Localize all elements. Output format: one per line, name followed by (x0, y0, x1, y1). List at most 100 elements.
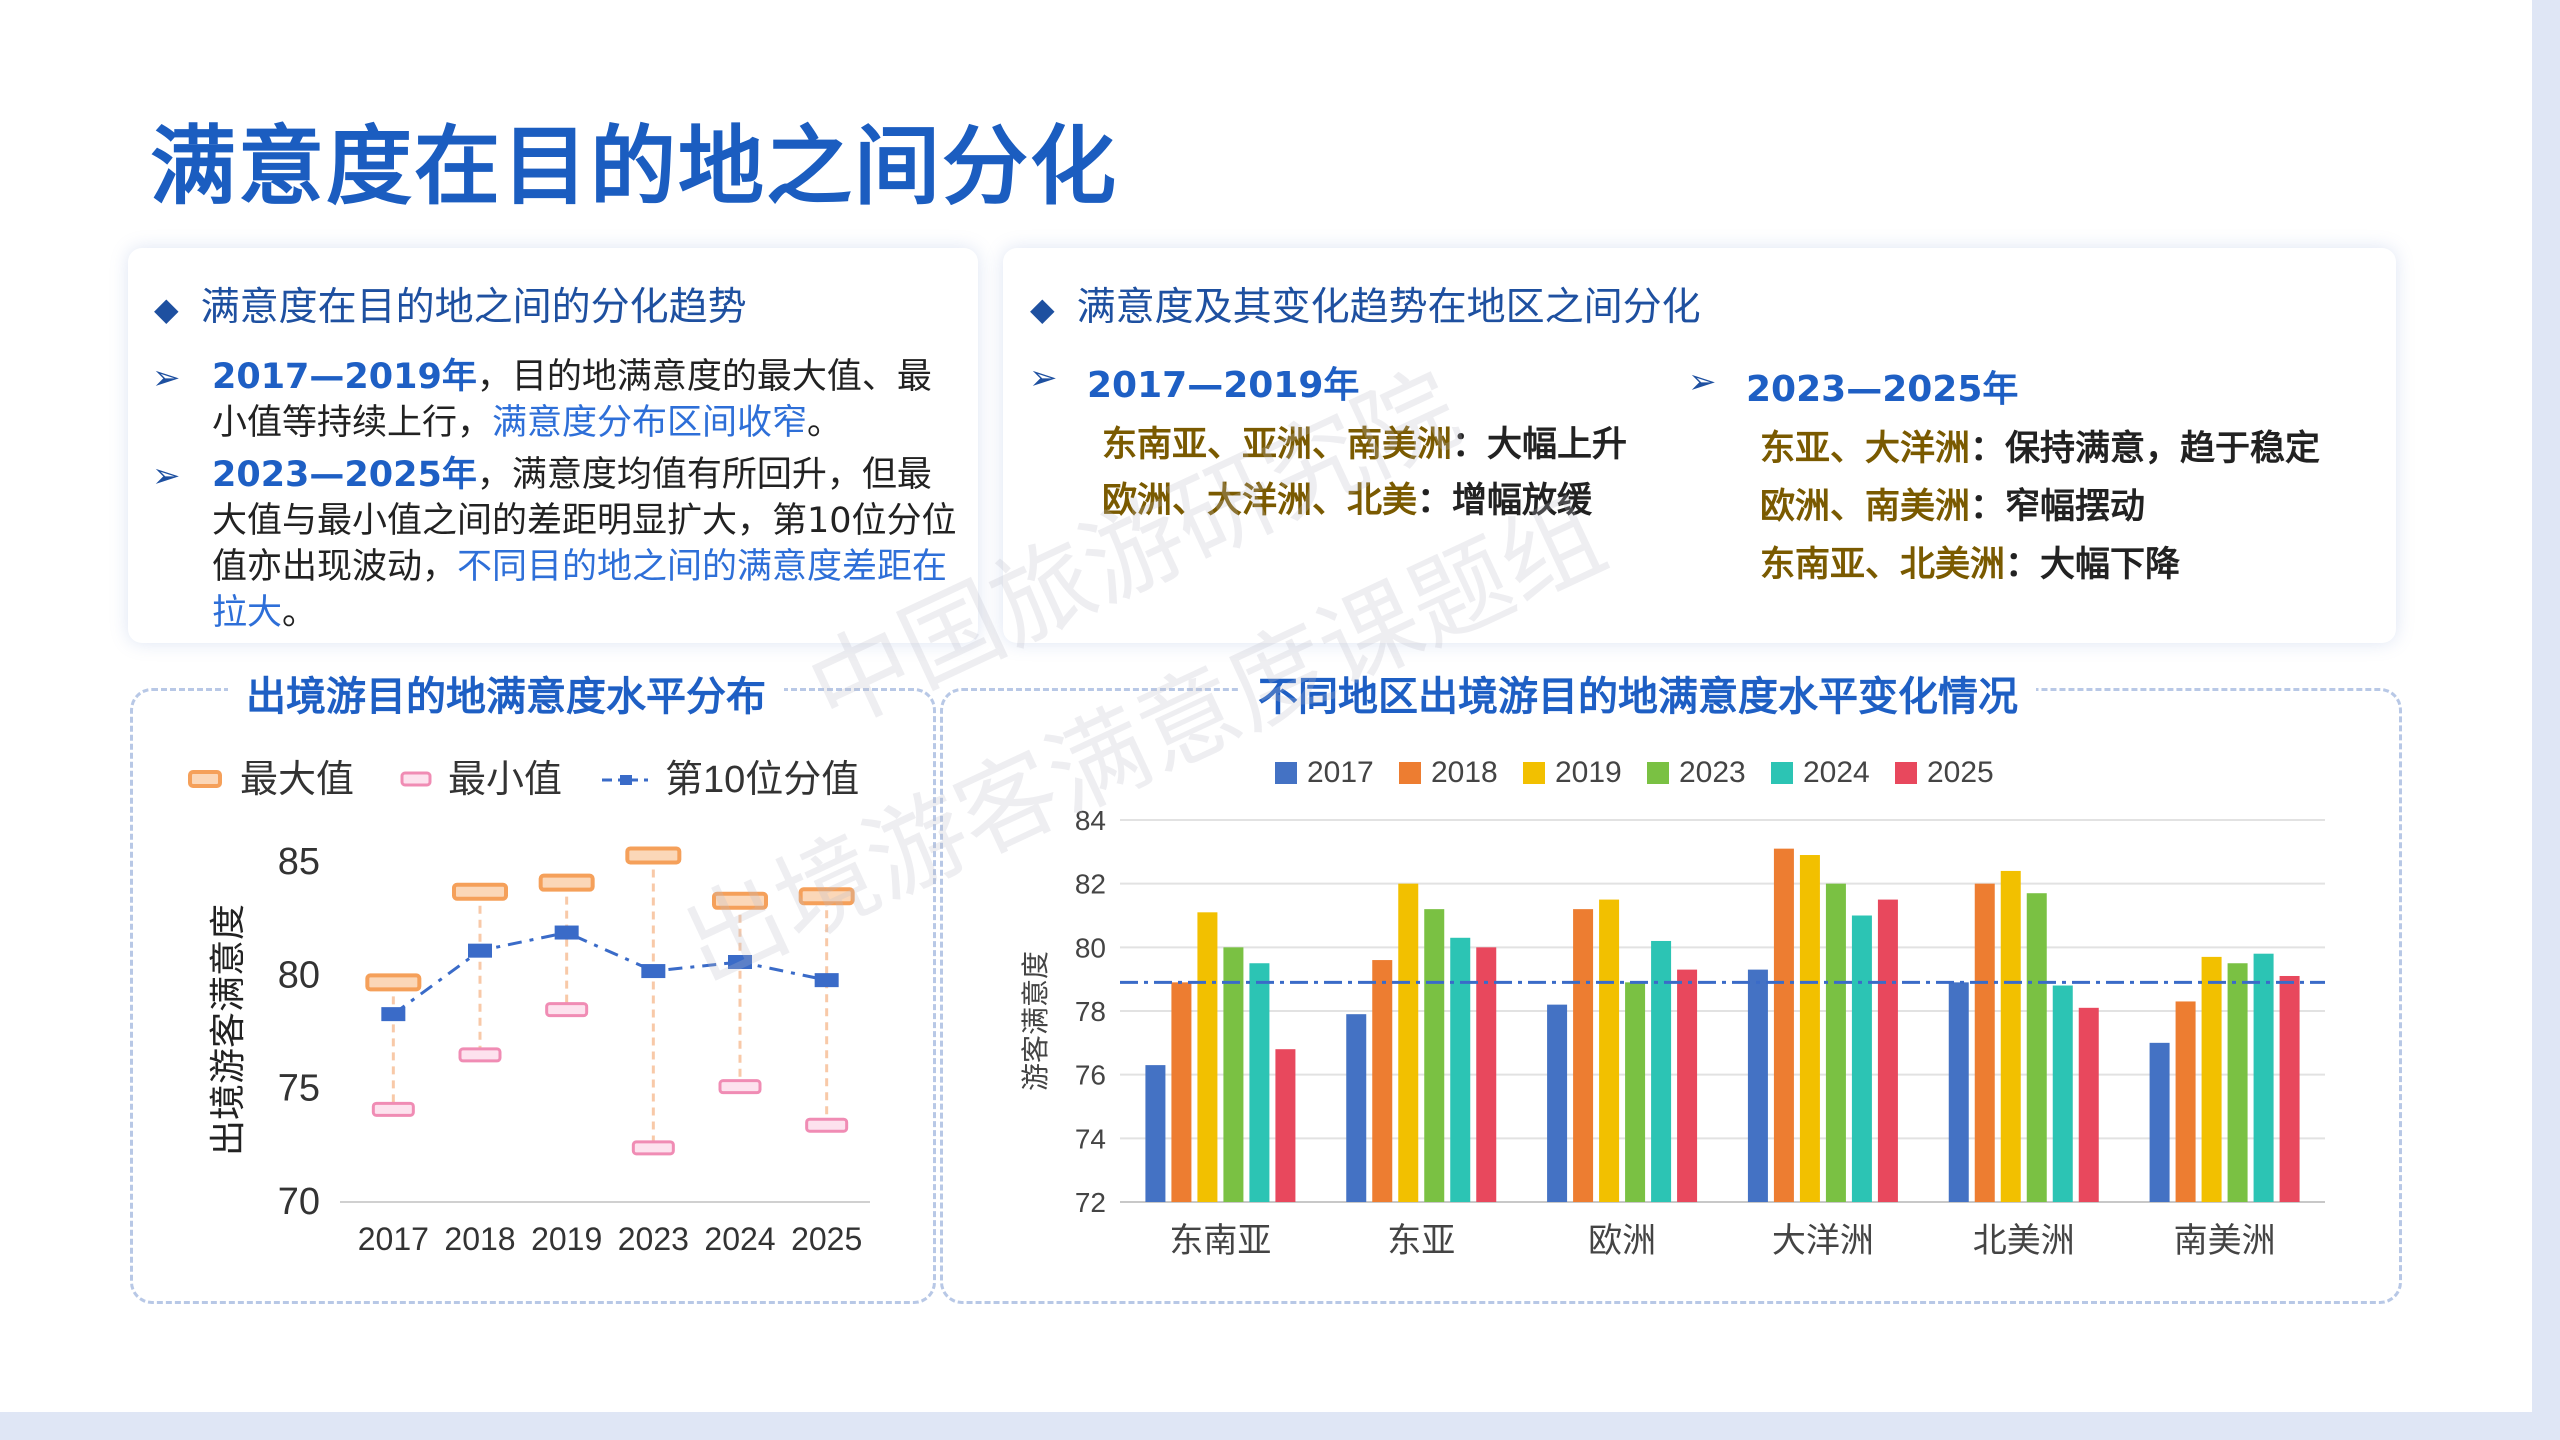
card-heading: ◆ 满意度及其变化趋势在地区之间分化 (1030, 276, 1701, 332)
x-tick-label: 2018 (444, 1221, 515, 1257)
bar (1275, 1049, 1296, 1202)
legend-swatch (1771, 762, 1793, 784)
x-tick-label: 2017 (358, 1221, 429, 1257)
p10-marker (641, 964, 666, 979)
bar (1171, 982, 1192, 1202)
legend-p10-marker (620, 775, 632, 785)
max-marker (625, 846, 682, 865)
diamond-icon: ◆ (154, 290, 179, 328)
arrow-bullet-icon: ➢ (152, 456, 181, 496)
paragraph-2017-2019: 2017—2019年，目的地满意度的最大值、最小值等持续上行，满意度分布区间收窄… (212, 357, 932, 443)
region-line: 欧洲、南美洲：窄幅摆动 (1760, 487, 2146, 527)
bar (2078, 1007, 2099, 1202)
legend-label: 2019 (1555, 756, 1622, 789)
bar (1799, 855, 1820, 1202)
bar (2279, 975, 2300, 1202)
bar (1398, 883, 1419, 1202)
x-tick-label: 南美洲 (2174, 1222, 2276, 1260)
x-tick-label: 2024 (704, 1221, 775, 1257)
bar (1974, 883, 1995, 1202)
legend-swatch (1895, 762, 1917, 784)
bar (1773, 848, 1794, 1202)
arrow-bullet-icon: ➢ (152, 358, 181, 398)
distribution-range-chart: 70 75 80 85 2017 2018 2019 2023 2024 2025 出境游客满意度 最… (188, 759, 870, 1257)
y-tick-label: 74 (1075, 1123, 1106, 1154)
legend-p10-label: 第10位分值 (665, 759, 859, 801)
min-marker (718, 1079, 762, 1095)
y-tick-label: 78 (1075, 996, 1106, 1027)
bar (1197, 912, 1218, 1202)
min-marker (631, 1140, 675, 1156)
region-chart-title: 不同地区出境游目的地满意度水平变化情况 (1240, 664, 2036, 722)
bar (1249, 963, 1270, 1202)
paragraph-2023-2025: 2023—2025年，满意度均值有所回升，但最大值与最小值之间的差距明显扩大，第… (212, 455, 957, 633)
y-tick-label: 70 (278, 1181, 320, 1223)
y-tick-label: 85 (278, 841, 320, 883)
max-marker (538, 873, 595, 892)
bar (1476, 947, 1497, 1202)
diamond-icon: ◆ (1030, 290, 1055, 328)
min-marker (545, 1002, 589, 1018)
max-marker (712, 891, 768, 910)
bar (2175, 1001, 2196, 1202)
max-marker (365, 973, 422, 992)
p10-marker (381, 1007, 406, 1022)
p10-marker (814, 973, 839, 988)
min-marker (805, 1117, 849, 1133)
period-label-2017-2019: 2017—2019年 (1087, 365, 1360, 406)
legend-swatch (1523, 762, 1545, 784)
y-axis-label: 出境游客满意度 (207, 904, 248, 1156)
legend-max-label: 最大值 (240, 759, 354, 801)
bar (1145, 1065, 1166, 1202)
legend-label: 2017 (1307, 756, 1374, 789)
distribution-chart-title: 出境游目的地满意度水平分布 (228, 664, 784, 722)
p10-marker (728, 955, 752, 969)
bar (2227, 963, 2248, 1202)
period-label-2023-2025: 2023—2025年 (1746, 369, 2019, 410)
bar (1851, 915, 1872, 1202)
legend-swatch (1399, 762, 1421, 784)
min-marker (371, 1101, 415, 1117)
trend-summary-card: ◆ 满意度在目的地之间的分化趋势 ➢ 2017—2019年，目的地满意度的最大值、… (128, 248, 978, 643)
x-tick-label: 2023 (618, 1221, 689, 1257)
card-heading: ◆ 满意度在目的地之间的分化趋势 (154, 276, 747, 332)
legend-swatch (1647, 762, 1669, 784)
bar (2201, 956, 2222, 1202)
region-line: 欧洲、大洋洲、北美：增幅放缓 (1102, 481, 1593, 521)
y-tick-label: 80 (1075, 932, 1106, 963)
bar (1223, 947, 1244, 1202)
p10-marker (554, 925, 579, 940)
bar (1450, 937, 1471, 1202)
card-heading-text: 满意度在目的地之间的分化趋势 (200, 285, 747, 330)
right-border (2532, 0, 2560, 1440)
bar (2000, 870, 2021, 1202)
bar (2052, 985, 2073, 1202)
page-title: 满意度在目的地之间分化 (150, 117, 1118, 217)
x-tick-label: 东亚 (1387, 1222, 1455, 1260)
bar (2253, 953, 2274, 1202)
x-tick-label: 东南亚 (1169, 1222, 1271, 1260)
legend-label: 2023 (1679, 756, 1746, 789)
bar (1372, 960, 1393, 1202)
bar (1424, 909, 1445, 1202)
y-tick-label: 84 (1075, 805, 1106, 836)
bar (1948, 982, 1969, 1202)
y-axis-label: 游客满意度 (1020, 951, 1051, 1091)
x-tick-label: 欧洲 (1588, 1222, 1656, 1260)
x-tick-label: 2019 (531, 1221, 602, 1257)
bar (1346, 1014, 1367, 1202)
arrow-bullet-icon: ➢ (1029, 358, 1058, 398)
legend-label: 2024 (1803, 756, 1870, 789)
x-tick-label: 北美洲 (1973, 1222, 2075, 1260)
legend-label: 2018 (1431, 756, 1498, 789)
y-tick-label: 82 (1075, 869, 1106, 900)
bar (1677, 969, 1698, 1202)
x-tick-label: 2025 (791, 1221, 862, 1257)
region-line: 东亚、大洋洲：保持满意，趋于稳定 (1760, 429, 2321, 469)
region-line: 东南亚、亚洲、南美洲：大幅上升 (1102, 425, 1628, 465)
bottom-border (0, 1412, 2560, 1440)
legend-label: 2025 (1927, 756, 1994, 789)
legend-min-label: 最小值 (448, 759, 562, 801)
legend-min-swatch (400, 771, 432, 787)
